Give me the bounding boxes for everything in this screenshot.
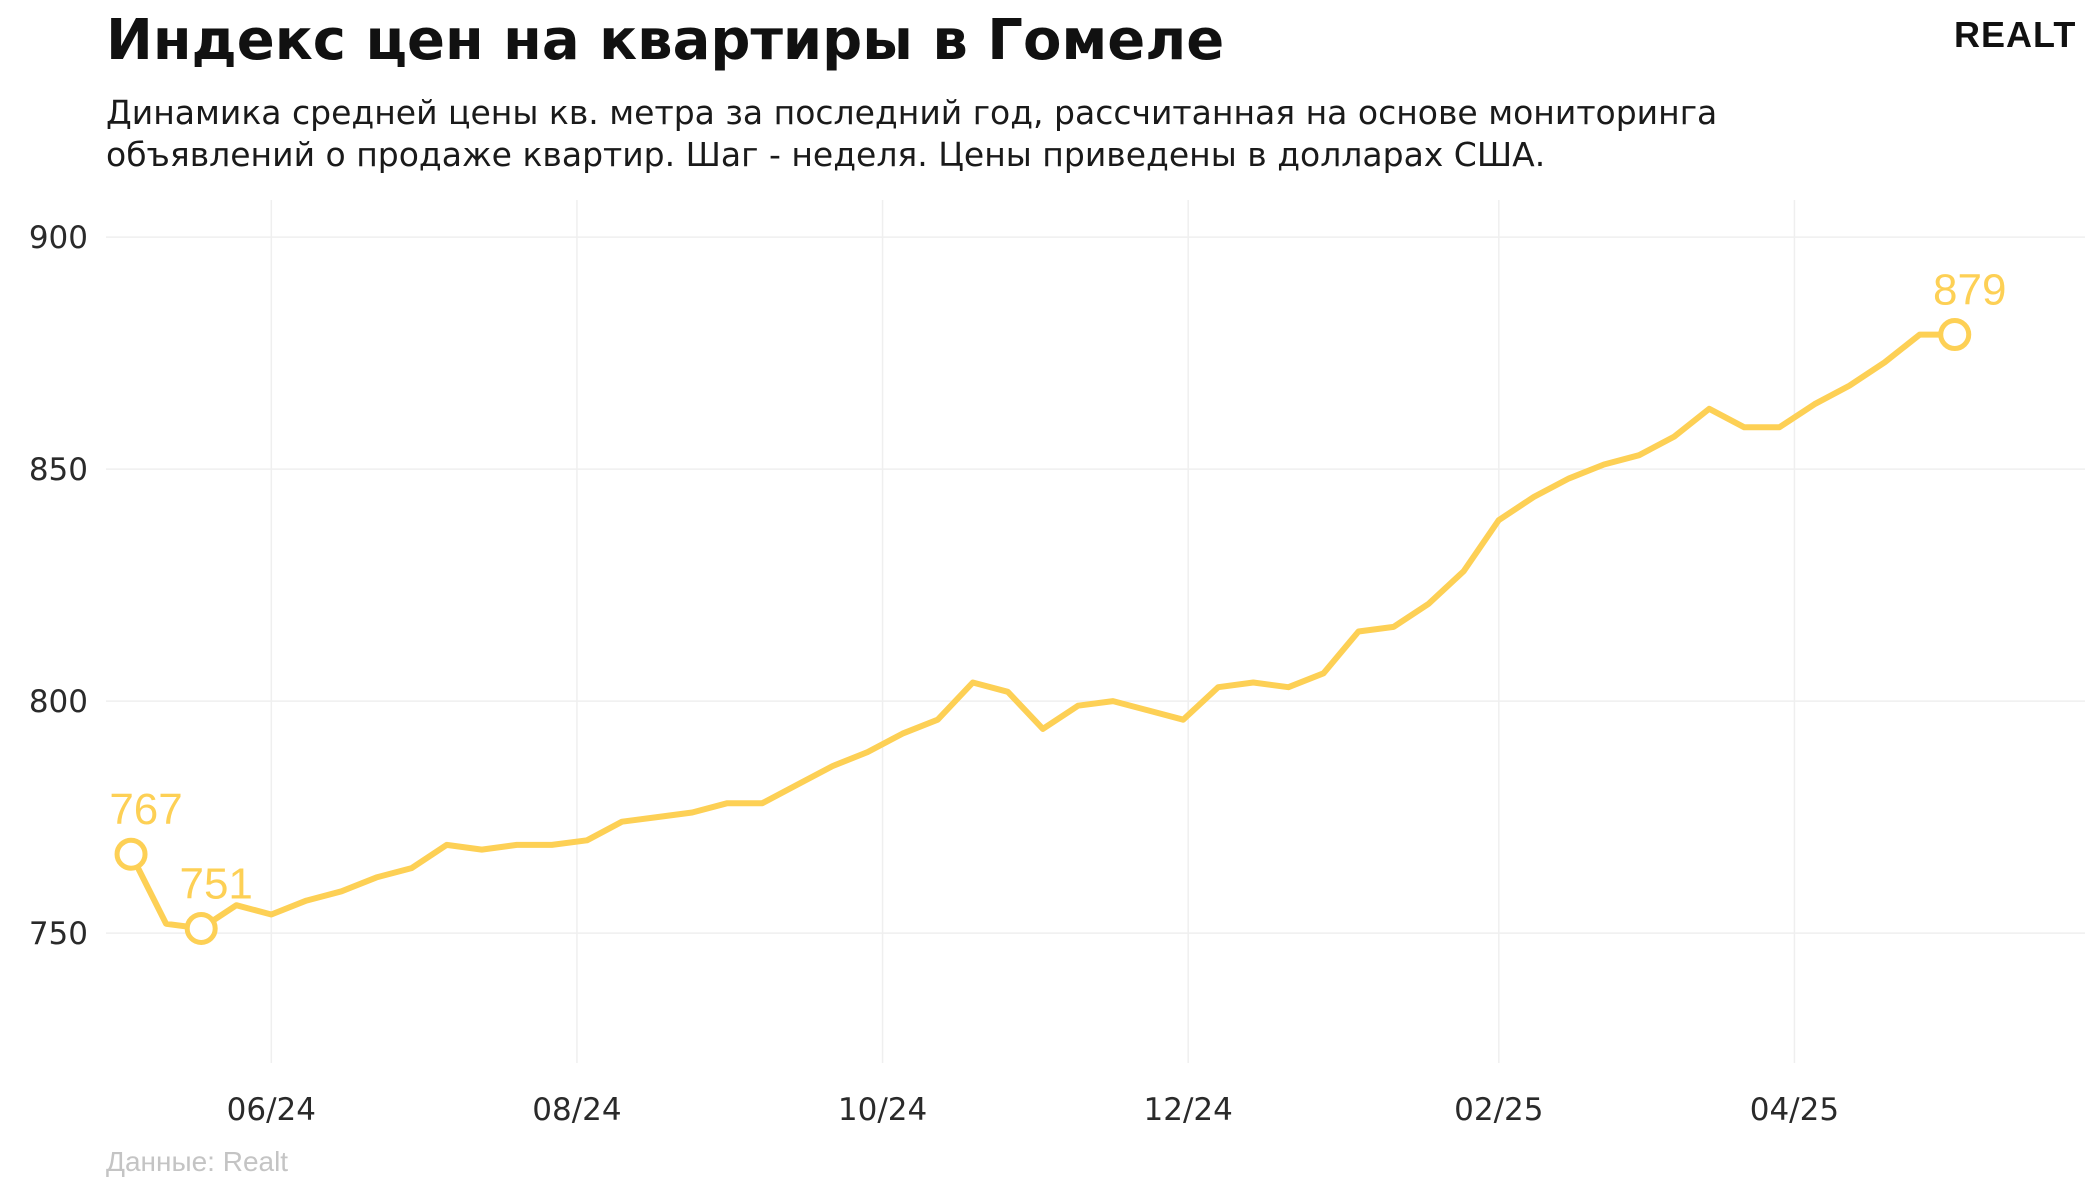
highlight-marker <box>114 837 148 871</box>
x-tick-label: 06/24 <box>227 1092 316 1128</box>
y-tick-label: 850 <box>29 452 88 488</box>
annotations: 767 751 879 <box>109 266 2006 945</box>
y-tick-label: 800 <box>29 684 88 720</box>
highlight-marker <box>184 911 218 945</box>
highlight-marker <box>1938 318 1972 352</box>
series-line <box>128 331 1958 932</box>
data-label: 767 <box>109 785 182 834</box>
chart-title: Индекс цен на квартиры в Гомеле <box>106 8 1225 73</box>
x-axis: 06/24 08/24 10/24 12/24 02/25 04/25 <box>227 1092 1839 1128</box>
line-chart: 750 800 850 900 06/24 08/24 10/24 12/24 02/25 04… <box>29 200 2085 1128</box>
chart-subtitle: Динамика средней цены кв. метра за после… <box>106 93 1718 174</box>
data-source: Данные: Realt <box>106 1146 289 1177</box>
data-label: 751 <box>179 859 252 908</box>
x-tick-label: 12/24 <box>1144 1092 1233 1128</box>
y-tick-label: 900 <box>29 220 88 256</box>
x-tick-label: 02/25 <box>1454 1092 1543 1128</box>
series <box>128 331 1958 932</box>
grid <box>106 200 2085 1063</box>
data-label: 879 <box>1933 266 2006 315</box>
x-tick-label: 08/24 <box>532 1092 621 1128</box>
y-tick-label: 750 <box>29 916 88 952</box>
x-tick-label: 04/25 <box>1750 1092 1839 1128</box>
x-tick-label: 10/24 <box>838 1092 927 1128</box>
y-axis: 750 800 850 900 <box>29 220 88 952</box>
realt-logo: REALT <box>1954 14 2077 55</box>
